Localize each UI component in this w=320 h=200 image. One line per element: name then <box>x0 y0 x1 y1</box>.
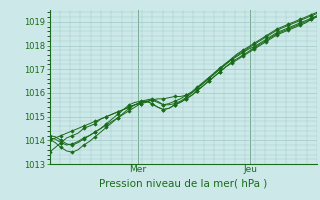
X-axis label: Pression niveau de la mer( hPa ): Pression niveau de la mer( hPa ) <box>99 179 267 189</box>
